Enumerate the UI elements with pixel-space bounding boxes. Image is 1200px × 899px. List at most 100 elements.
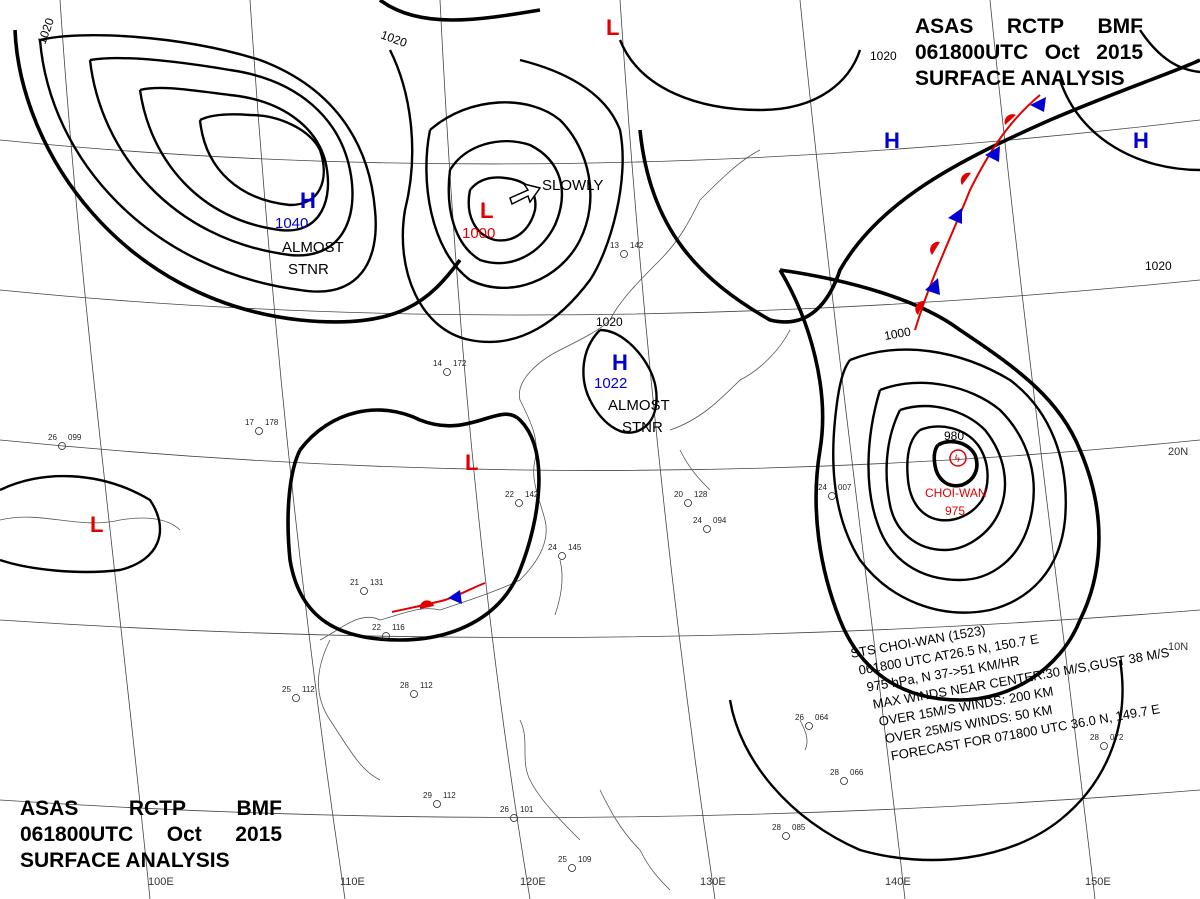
cold-front-tooth [948,208,962,224]
typhoon-info-block: STS CHOI-WAN (1523) 061800 UTC AT26.5 N,… [849,622,1171,763]
cold-front-tooth [1030,97,1046,112]
header-line-3: SURFACE ANALYSIS [915,66,1143,92]
header-line-3: SURFACE ANALYSIS [20,848,282,874]
station-plot: 28 072 [1090,733,1124,750]
movement-note: STNR [622,419,663,436]
station-temperature: 28 [830,768,839,777]
typhoon-name: CHOI-WAN [925,486,987,500]
station-plot: 21 131 [350,578,384,595]
station-circle [805,722,813,730]
station-pressure: 116 [392,623,405,632]
station-pressure: 094 [713,516,727,525]
station-plot: 24 094 [693,516,727,533]
station-plot: 26 101 [500,805,534,822]
station-circle [58,442,66,450]
movement-note: ALMOST [608,397,670,414]
isobar-value: 980 [944,429,964,443]
station-plot: 14 172 [433,359,467,376]
isobar-value: 1020 [1145,259,1172,273]
station-circle [568,864,576,872]
station-plot: 22 142 [505,490,539,507]
high-pressure-marker: H [884,128,900,153]
central-pressure: 1040 [275,215,308,232]
station-circle [360,587,368,595]
cold-front-tooth [925,278,940,295]
station-temperature: 28 [1090,733,1099,742]
stationary-front-south [391,582,486,613]
longitude-label: 120E [520,876,546,888]
station-circle [558,552,566,560]
station-temperature: 22 [372,623,381,632]
station-pressure: 112 [420,681,433,690]
station-pressure: 109 [578,855,592,864]
header-title: SURFACE ANALYSIS [915,67,1125,90]
station-plot: 29 112 [423,791,456,808]
station-circle [255,427,263,435]
station-plot: 24 145 [548,543,582,560]
movement-note: ALMOST [282,239,344,256]
station-temperature: 28 [400,681,409,690]
central-pressure: 1022 [594,375,627,392]
station-pressure: 101 [520,805,534,814]
header-line-1: ASAS RCTP BMF [20,796,282,822]
warm-front-bump [915,300,924,315]
station-temperature: 24 [548,543,557,552]
longitude-label: 100E [148,876,174,888]
station-pressure: 178 [265,418,279,427]
header-station: RCTP [128,797,187,820]
station-plot: 28 066 [830,768,864,785]
station-plot: 25 109 [558,855,592,872]
latitude-label: 10N [1168,641,1188,653]
station-temperature: 17 [245,418,254,427]
low-pressure-marker: L [465,450,478,475]
station-temperature: 25 [558,855,567,864]
station-temperature: 21 [350,578,359,587]
coastlines [0,149,808,891]
station-pressure: 085 [792,823,806,832]
stationary-front-east [914,94,1046,331]
station-plot: 25 112 [282,685,315,702]
header-agency: ASAS [20,797,79,820]
station-circle [684,499,692,507]
longitude-label: 150E [1085,876,1111,888]
isobar-value: 1020 [379,28,409,50]
warm-front-bump [419,600,434,609]
warm-front-bump [960,172,971,185]
station-temperature: 25 [282,685,291,694]
header-top-right: ASAS RCTP BMF 061800UTC Oct 2015 SURFACE… [915,14,1143,92]
movement-note: SLOWLY [542,177,603,194]
high-pressure-marker: H [1133,128,1149,153]
station-pressure: 007 [838,483,852,492]
isobar-value: 1020 [596,315,623,329]
station-pressure: 064 [815,713,829,722]
cold-front-tooth [448,590,462,604]
station-temperature: 26 [48,433,57,442]
header-station: RCTP [1006,15,1065,38]
station-pressure: 112 [302,685,315,694]
pressure-systems: H1040ALMOSTSTNRL1000SLOWLYH1022ALMOSTSTN… [90,15,1149,537]
station-circle [510,814,518,822]
station-circle [1100,742,1108,750]
station-circle [515,499,523,507]
header-month: Oct [166,823,202,846]
header-agency: ASAS [915,15,974,38]
isobar-value: 1020 [35,16,57,46]
station-temperature: 20 [674,490,683,499]
station-pressure: 112 [443,791,456,800]
cold-front-tooth [985,146,1000,162]
longitude-label: 140E [885,876,911,888]
station-temperature: 14 [433,359,442,368]
station-pressure: 172 [453,359,467,368]
header-line-1: ASAS RCTP BMF [915,14,1143,40]
station-temperature: 24 [693,516,702,525]
station-pressure: 099 [68,433,82,442]
station-plot: 13 142 [610,241,644,258]
isobar-value: 1000 [883,324,912,342]
header-office: BMF [236,797,283,820]
header-title: SURFACE ANALYSIS [20,849,230,872]
longitude-label: 110E [340,876,365,888]
station-plot: 17 178 [245,418,279,435]
typhoon-symbol: ϟ [949,449,967,467]
header-bottom-left: ASAS RCTP BMF 061800UTC Oct 2015 SURFACE… [20,796,282,874]
station-circle [840,777,848,785]
